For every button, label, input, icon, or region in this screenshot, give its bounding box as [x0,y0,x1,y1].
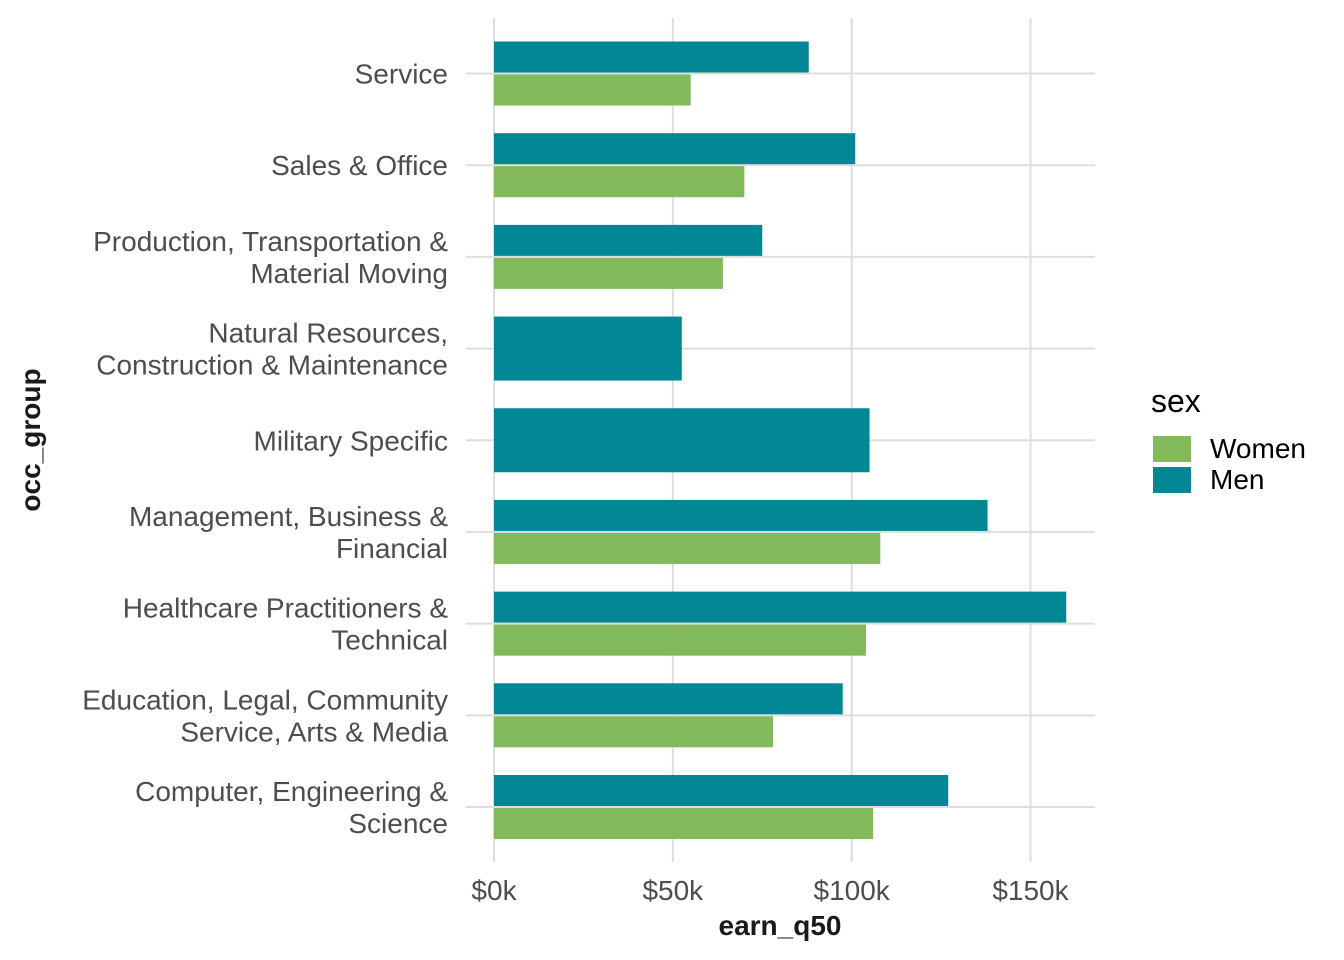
y-tick-label: Healthcare Practitioners & Technical [123,593,449,656]
bar-men [494,41,809,73]
y-tick-label: Sales & Office [271,150,448,181]
bar-men [494,774,949,806]
bar-men [494,499,988,531]
x-axis-title: earn_q50 [719,910,842,941]
bar-women [494,624,866,656]
y-axis-title: occ_group [15,368,46,511]
legend-key-men [1153,467,1191,493]
y-axis-tick-labels: Service Sales & Office Production, Transpo… [82,59,448,840]
legend-label-women: Women [1210,433,1306,464]
x-axis-tick-labels: $0k $50k $100k $150k [471,875,1069,906]
legend-title: sex [1151,383,1201,419]
x-tick-label: $150k [992,875,1069,906]
bar-women [494,716,773,748]
bar-men [494,591,1067,623]
legend-label-men: Men [1210,464,1264,495]
x-tick-label: $0k [471,875,517,906]
y-tick-label: Computer, Engineering & Science [135,776,448,839]
y-tick-label: Education, Legal, Community Service, Arts… [82,684,448,747]
bar-women [494,166,745,198]
bar-men [494,133,856,165]
y-tick-label: Production, Transportation & Material Mov… [93,226,448,289]
bar-men [494,683,843,715]
bar-men [494,224,763,256]
bar-men [494,316,682,381]
bar-women [494,808,874,840]
y-tick-label: Management, Business & Financial [129,501,448,564]
x-tick-label: $100k [814,875,891,906]
bar-men [494,408,870,473]
y-tick-label: Service [355,59,448,90]
y-tick-label: Natural Resources, Construction & Mainten… [96,318,448,381]
bar-women [494,257,723,289]
x-tick-label: $50k [642,875,704,906]
bars [494,41,1067,840]
legend-key-women [1153,436,1191,462]
bar-women [494,532,881,564]
y-tick-label: Military Specific [254,425,448,456]
bar-women [494,74,691,106]
